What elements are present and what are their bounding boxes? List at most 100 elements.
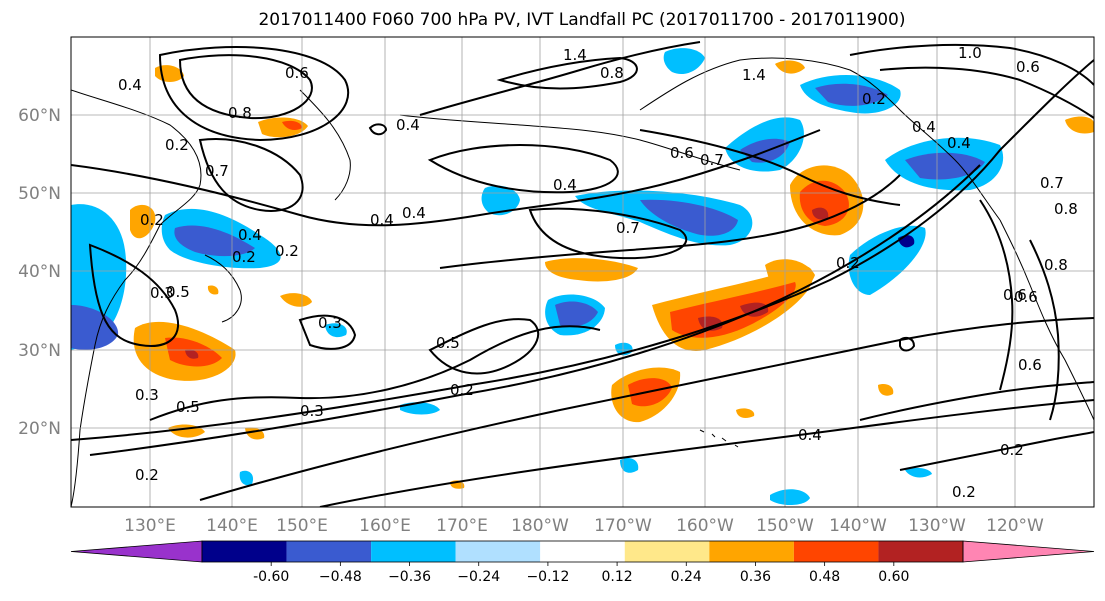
pv-contour: [368, 123, 388, 136]
positive-region: [545, 258, 638, 282]
pv-contour: [439, 174, 901, 269]
positive-region: [775, 60, 805, 74]
contour-label: 0.4: [402, 204, 426, 222]
positive-region: [130, 204, 156, 239]
contour-label: 0.5: [436, 334, 460, 352]
contour-label: 0.2: [836, 254, 860, 272]
positive-region: [765, 259, 815, 294]
lat-label: 60°N: [18, 106, 61, 126]
negative-region: [905, 467, 932, 478]
map-content: 0.4 0.6 0.8 1.4 1.4 0.8 0.6 0.2 0.3 0.3 …: [71, 37, 1094, 507]
negative-region: [174, 225, 255, 257]
contour-label: 0.5: [166, 283, 190, 301]
pv-contour: [639, 129, 901, 206]
map-frame: [70, 36, 1095, 508]
pv-contour: [149, 325, 601, 421]
lat-label: 30°N: [18, 341, 61, 361]
lon-label: 160°E: [359, 516, 411, 536]
pv-contours: [71, 41, 1094, 507]
lon-label: 160°W: [676, 516, 734, 536]
contour-label: 0.4: [553, 176, 577, 194]
negative-shading: [71, 48, 1004, 506]
colorbar-frame: [201, 540, 964, 563]
pv-contour: [88, 243, 180, 347]
contour-label: 0.7: [205, 162, 229, 180]
negative-region: [770, 489, 810, 506]
negative-region: [239, 470, 254, 486]
contour-label: 0.3: [135, 386, 159, 404]
graticule: [71, 37, 1094, 507]
colorbar-tick-label: −0.36: [388, 569, 431, 585]
colorbar-bin: [371, 541, 456, 562]
positive-region: [736, 408, 755, 418]
contour-label: 0.6: [670, 144, 694, 162]
contour-label: 0.6: [1016, 58, 1040, 76]
colorbar-tick-label: 0.12: [602, 569, 633, 585]
colorbar-bin: [624, 541, 710, 562]
colorbar-bin: [709, 541, 794, 562]
contour-label: 0.2: [1000, 441, 1024, 459]
contour-label: 0.6: [1014, 288, 1038, 306]
lat-label: 20°N: [18, 419, 61, 439]
coastline-alaska: [639, 57, 1001, 221]
contour-label: 0.4: [947, 134, 971, 152]
contour-label: 0.4: [912, 118, 936, 136]
contour-label: 0.4: [370, 211, 394, 229]
lon-label: 140°E: [206, 516, 258, 536]
pv-contour: [879, 66, 1094, 119]
positive-region: [878, 384, 894, 396]
pv-contour: [899, 337, 916, 352]
positive-region: [280, 293, 312, 307]
pv-contour: [528, 207, 688, 260]
pv-contour: [419, 41, 701, 116]
negative-region: [555, 301, 598, 327]
latitude-labels: 60°N 50°N 40°N 30°N 20°N: [18, 106, 61, 439]
contour-label: 0.6: [1018, 356, 1042, 374]
colorbar-bin: [286, 541, 372, 562]
positive-region: [812, 207, 829, 220]
contour-label: 0.8: [1054, 200, 1078, 218]
contour-label: 1.4: [742, 66, 766, 84]
contour-label: 0.5: [176, 398, 200, 416]
contour-label: 0.3: [150, 284, 174, 302]
pv-contour: [158, 46, 350, 142]
contour-label: 0.2: [232, 248, 256, 266]
lon-label: 170°W: [594, 516, 652, 536]
pv-contour: [427, 144, 619, 194]
lon-label: 120°W: [986, 516, 1044, 536]
contour-label: 0.6: [1003, 286, 1027, 304]
colorbar-extend-low: [70, 540, 203, 563]
coastline-asia: [71, 89, 202, 507]
pv-contour: [198, 138, 304, 212]
colorbar-bin: [878, 541, 963, 562]
lon-label: 130°W: [908, 516, 966, 536]
contour-labels: 0.4 0.6 0.8 1.4 1.4 0.8 0.6 0.2 0.3 0.3 …: [118, 44, 1078, 501]
colorbar-bin: [202, 541, 287, 562]
contour-label: 0.4: [238, 226, 262, 244]
colorbar-bin: [455, 541, 541, 562]
contour-label: 0.8: [228, 104, 252, 122]
contour-label: 0.3: [318, 314, 342, 332]
colorbar-tick-label: 0.24: [671, 569, 702, 585]
pv-contour: [899, 431, 1094, 471]
negative-region: [640, 199, 738, 236]
contour-label: 0.7: [700, 151, 724, 169]
contour-label: 0.2: [140, 211, 164, 229]
contour-label: 0.7: [616, 219, 640, 237]
colorbar-bin: [540, 541, 625, 562]
colorbar-bin: [793, 541, 879, 562]
colorbar-extend-high: [962, 540, 1095, 563]
positive-shading: [130, 60, 1094, 489]
colorbar-tick-label: 0.36: [740, 569, 771, 585]
pv-contour: [71, 129, 821, 227]
contour-label: 0.8: [1044, 256, 1068, 274]
lon-label: 170°E: [436, 516, 488, 536]
positive-region: [282, 120, 302, 130]
lon-label: 130°E: [124, 516, 176, 536]
colorbar-tick-label: −0.48: [319, 569, 362, 585]
contour-label: 0.4: [396, 116, 420, 134]
contour-label: 0.6: [285, 64, 309, 82]
map-title: 2017011400 F060 700 hPa PV, IVT Landfall…: [258, 10, 905, 30]
negative-region: [815, 83, 888, 106]
